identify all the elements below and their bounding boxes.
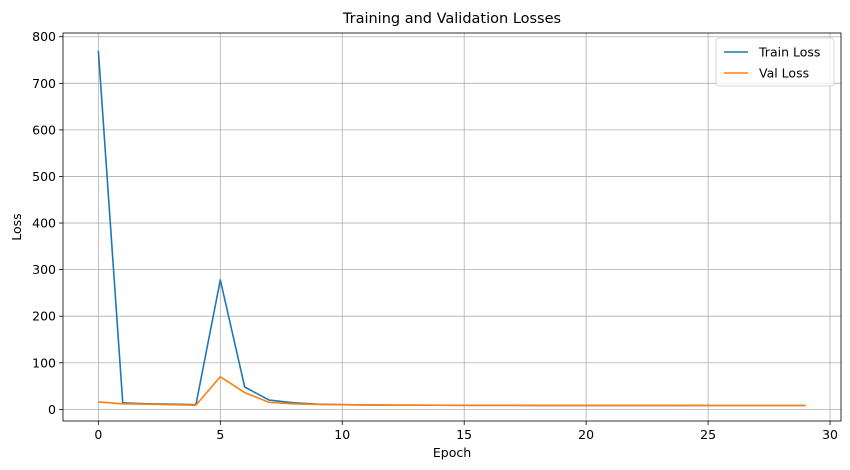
- x-tick-label: 25: [700, 427, 716, 442]
- y-tick-label: 100: [32, 355, 56, 370]
- legend-label: Val Loss: [759, 66, 809, 81]
- legend: Train Loss Val Loss: [715, 37, 835, 87]
- x-tick-label: 30: [822, 427, 838, 442]
- series-line-val-loss: [98, 375, 806, 407]
- series-lines: [97, 50, 806, 407]
- y-tick-label: 0: [48, 402, 56, 417]
- y-tick-label: 300: [32, 262, 56, 277]
- chart-title: Training and Validation Losses: [342, 11, 561, 27]
- y-axis-label: Loss: [9, 213, 24, 240]
- y-tick-label: 500: [32, 169, 56, 184]
- x-tick-label: 10: [334, 427, 350, 442]
- x-axis-ticks: 0 5 10 15 20 25 30: [94, 421, 838, 442]
- plot-area-frame: [62, 32, 842, 422]
- y-tick-label: 200: [32, 309, 56, 324]
- y-tick-label: 800: [32, 29, 56, 44]
- x-tick-label: 15: [456, 427, 472, 442]
- x-axis-label: Epoch: [433, 445, 471, 460]
- x-tick-label: 5: [216, 427, 224, 442]
- y-axis-ticks: 0 100 200 300 400 500 600 700 800: [32, 29, 63, 417]
- legend-box: [715, 37, 835, 87]
- legend-label: Train Loss: [758, 45, 820, 60]
- x-tick-label: 0: [94, 427, 102, 442]
- grid: [63, 33, 841, 421]
- y-tick-label: 700: [32, 76, 56, 91]
- x-tick-label: 20: [578, 427, 594, 442]
- y-tick-label: 600: [32, 122, 56, 137]
- y-tick-label: 400: [32, 216, 56, 231]
